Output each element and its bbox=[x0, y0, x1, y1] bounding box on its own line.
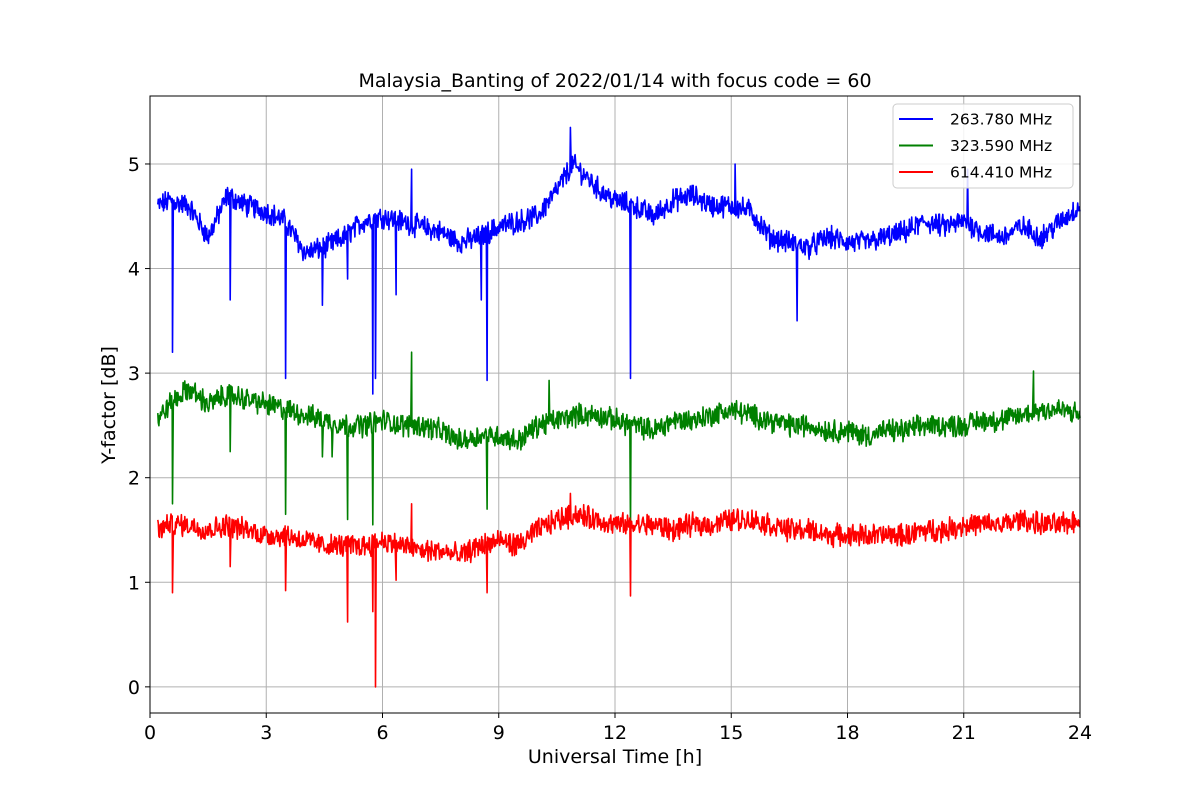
x-tick-label: 21 bbox=[952, 722, 976, 744]
x-tick-label: 18 bbox=[835, 722, 859, 744]
y-tick-label: 4 bbox=[128, 259, 140, 281]
plot-series bbox=[157, 126, 1081, 688]
y-tick-label: 5 bbox=[128, 154, 140, 176]
legend-label-2: 323.590 MHz bbox=[950, 137, 1052, 155]
x-tick-label: 12 bbox=[603, 722, 627, 744]
legend-label-3: 614.410 MHz bbox=[950, 164, 1052, 182]
legend: 263.780 MHz 323.590 MHz 614.410 MHz bbox=[892, 103, 1074, 189]
x-tick-label: 15 bbox=[719, 722, 743, 744]
y-tick-label: 3 bbox=[128, 363, 140, 385]
x-tick-label: 9 bbox=[493, 722, 505, 744]
x-tick-label: 0 bbox=[144, 722, 156, 744]
legend-label-1: 263.780 MHz bbox=[950, 111, 1052, 129]
y-tick-label: 1 bbox=[128, 572, 140, 594]
x-tick-label: 6 bbox=[376, 722, 388, 744]
legend-box bbox=[892, 103, 1074, 189]
chart-title: Malaysia_Banting of 2022/01/14 with focu… bbox=[358, 70, 871, 92]
y-tick-label: 0 bbox=[128, 677, 140, 699]
y-tick-label: 2 bbox=[128, 468, 140, 490]
series-line-1 bbox=[157, 126, 1081, 395]
series-line-2 bbox=[157, 351, 1081, 531]
x-tick-label: 3 bbox=[260, 722, 272, 744]
x-tick-label: 24 bbox=[1068, 722, 1092, 744]
y-axis-label: Y-factor [dB] bbox=[98, 346, 120, 465]
series-line-3 bbox=[157, 492, 1081, 688]
x-axis-label: Universal Time [h] bbox=[528, 746, 702, 768]
